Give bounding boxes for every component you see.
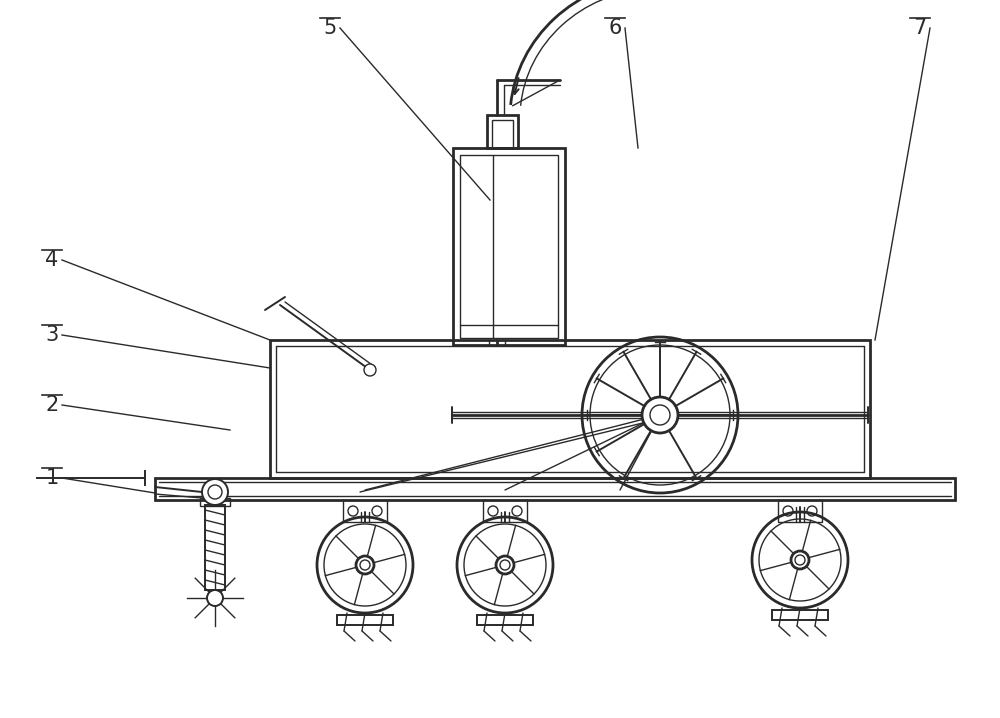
Text: 1: 1	[45, 468, 59, 488]
Bar	[337, 615, 393, 625]
Text: 2: 2	[45, 395, 59, 415]
Circle shape	[356, 556, 374, 574]
Bar	[460, 155, 558, 338]
Circle shape	[202, 479, 228, 505]
Text: 6: 6	[608, 18, 622, 38]
Circle shape	[791, 551, 809, 569]
Bar	[343, 500, 387, 522]
Text: 4: 4	[45, 250, 59, 270]
Bar	[492, 120, 513, 148]
Circle shape	[496, 556, 514, 574]
Bar	[200, 498, 230, 506]
Text: 7: 7	[913, 18, 927, 38]
Text: 3: 3	[45, 325, 59, 345]
Circle shape	[207, 590, 223, 606]
Bar	[155, 478, 955, 500]
Text: 5: 5	[323, 18, 337, 38]
Bar	[453, 148, 565, 345]
Bar	[772, 610, 828, 620]
Bar	[778, 500, 822, 522]
Circle shape	[364, 364, 376, 376]
Bar	[483, 500, 527, 522]
Circle shape	[642, 397, 678, 433]
Bar	[205, 505, 225, 590]
Bar	[487, 115, 518, 148]
Bar	[477, 615, 533, 625]
Bar	[270, 340, 870, 478]
